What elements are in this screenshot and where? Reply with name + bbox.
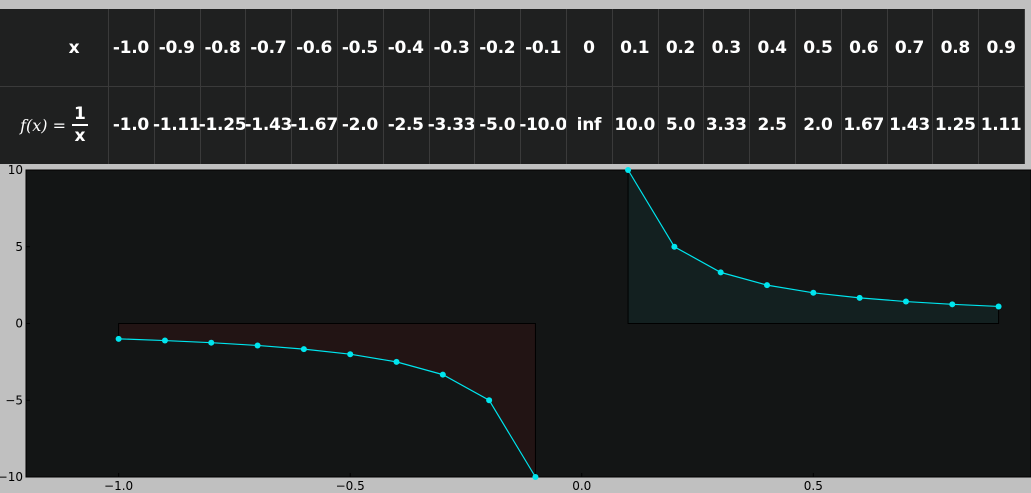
data-point xyxy=(764,282,771,289)
x-value-cell: 0.6 xyxy=(849,37,879,58)
x-value-cell: 0.8 xyxy=(940,37,971,58)
y-tick-label: 5 xyxy=(15,240,23,254)
data-point xyxy=(532,474,539,480)
y-tick-label: −5 xyxy=(5,393,23,407)
fx-value-cell: 5.0 xyxy=(665,115,696,135)
table-row-divider xyxy=(0,86,1024,87)
x-value-cell: -0.1 xyxy=(525,37,562,58)
data-point xyxy=(208,339,215,346)
x-value-cell: -0.8 xyxy=(204,37,241,58)
data-point xyxy=(902,298,909,305)
x-value-cell: 0.3 xyxy=(711,37,742,58)
fx-value-cell: -5.0 xyxy=(479,115,516,135)
table-column-divider xyxy=(428,9,430,164)
x-value-cell: 0 xyxy=(583,37,595,58)
table-column-divider xyxy=(382,9,384,164)
table-column-divider xyxy=(108,9,109,164)
fx-value-cell: 1.43 xyxy=(889,115,930,135)
table-column-divider xyxy=(795,9,796,164)
table-column-divider xyxy=(1024,9,1025,164)
fx-value-cell: -1.0 xyxy=(112,115,149,135)
table-column-divider xyxy=(520,9,522,164)
data-point xyxy=(949,301,956,308)
data-point xyxy=(810,289,817,296)
fx-value-cell: -3.33 xyxy=(427,115,476,135)
x-value-cell: 0.1 xyxy=(620,37,650,58)
table-column-divider xyxy=(749,9,751,164)
fx-value-cell: 1.25 xyxy=(934,115,976,135)
table-column-divider xyxy=(978,9,980,164)
table-column-divider xyxy=(657,9,659,164)
values-table: x f(x) = 1 x -1.0 -1.0 -0.9 -1.11 -0.8 -1.25-… xyxy=(0,9,1025,164)
x-value-cell: -0.6 xyxy=(296,37,333,58)
y-tick-label: 10 xyxy=(8,164,23,177)
series-line-0 xyxy=(118,338,536,478)
x-tick-label: −1.0 xyxy=(104,479,133,493)
fx-value-cell: 10.0 xyxy=(614,115,656,135)
x-value-cell: -0.5 xyxy=(341,37,378,58)
data-point xyxy=(161,337,168,344)
table-column-divider xyxy=(245,9,247,164)
fx-value-cell: -1.43 xyxy=(244,115,293,135)
reciprocal-chart: 10 5 0 −5 −10 −1.0 −0.5 0.0 0.5 xyxy=(0,164,1031,493)
x-tick-label: 0.0 xyxy=(572,479,591,493)
fx-name: f(x) = xyxy=(20,115,67,135)
x-value-cell: -0.9 xyxy=(158,37,195,58)
data-point xyxy=(300,346,307,353)
y-tick-label: 0 xyxy=(15,317,23,331)
table-column-divider xyxy=(291,9,293,164)
x-value-cell: -1.0 xyxy=(112,37,149,58)
x-value-cell: 0.4 xyxy=(757,37,787,58)
fx-denominator: x xyxy=(74,126,86,146)
table-column-divider xyxy=(153,9,155,164)
fx-value-cell: inf xyxy=(576,115,602,135)
x-tick-label: −0.5 xyxy=(336,479,365,493)
fx-value-cell: -10.0 xyxy=(519,115,567,135)
y-tick-label: −10 xyxy=(0,470,23,484)
fx-numerator: 1 xyxy=(72,104,88,126)
data-point xyxy=(856,294,863,301)
x-value-cell: 0.7 xyxy=(894,37,925,58)
fx-value-cell: 3.33 xyxy=(705,115,747,135)
fx-value-cell: -2.5 xyxy=(387,115,424,135)
fx-value-cell: 2.0 xyxy=(803,115,833,135)
x-value-cell: -0.2 xyxy=(479,37,516,58)
data-point xyxy=(115,335,122,342)
fx-value-cell: 1.67 xyxy=(843,115,885,135)
fx-value-cell: 2.5 xyxy=(757,115,787,135)
data-point xyxy=(254,342,261,349)
x-tick-label: 0.5 xyxy=(804,479,823,493)
data-point xyxy=(393,358,400,365)
data-point xyxy=(486,397,493,404)
data-point xyxy=(671,243,678,250)
x-header: x xyxy=(68,37,80,58)
fx-value-cell: -1.67 xyxy=(290,115,338,135)
data-point xyxy=(625,167,632,173)
x-value-cell: 0.5 xyxy=(803,37,833,58)
table-column-divider xyxy=(337,9,338,164)
x-value-cell: 0.9 xyxy=(986,37,1016,58)
data-point xyxy=(347,351,354,358)
data-point xyxy=(717,269,724,276)
table-column-divider xyxy=(886,9,888,164)
data-point xyxy=(995,303,1002,310)
fx-value-cell: -1.25 xyxy=(198,115,247,135)
table-column-divider xyxy=(474,9,476,164)
data-point xyxy=(439,371,446,378)
fx-value-cell: -1.11 xyxy=(152,115,201,135)
table-column-divider xyxy=(703,9,705,164)
fx-value-cell: 1.11 xyxy=(980,115,1022,135)
x-value-cell: -0.7 xyxy=(250,37,287,58)
fx-fraction: 1 x xyxy=(72,104,88,146)
x-value-cell: -0.4 xyxy=(387,37,424,58)
table-column-divider xyxy=(199,9,201,164)
fx-value-cell: -2.0 xyxy=(341,115,378,135)
x-value-cell: -0.3 xyxy=(433,37,470,58)
table-column-divider xyxy=(611,9,613,164)
x-value-cell: 0.2 xyxy=(665,37,696,58)
table-column-divider xyxy=(840,9,842,164)
fx-header: f(x) = 1 x xyxy=(0,86,108,164)
table-column-divider xyxy=(566,9,567,164)
table-column-divider xyxy=(932,9,934,164)
